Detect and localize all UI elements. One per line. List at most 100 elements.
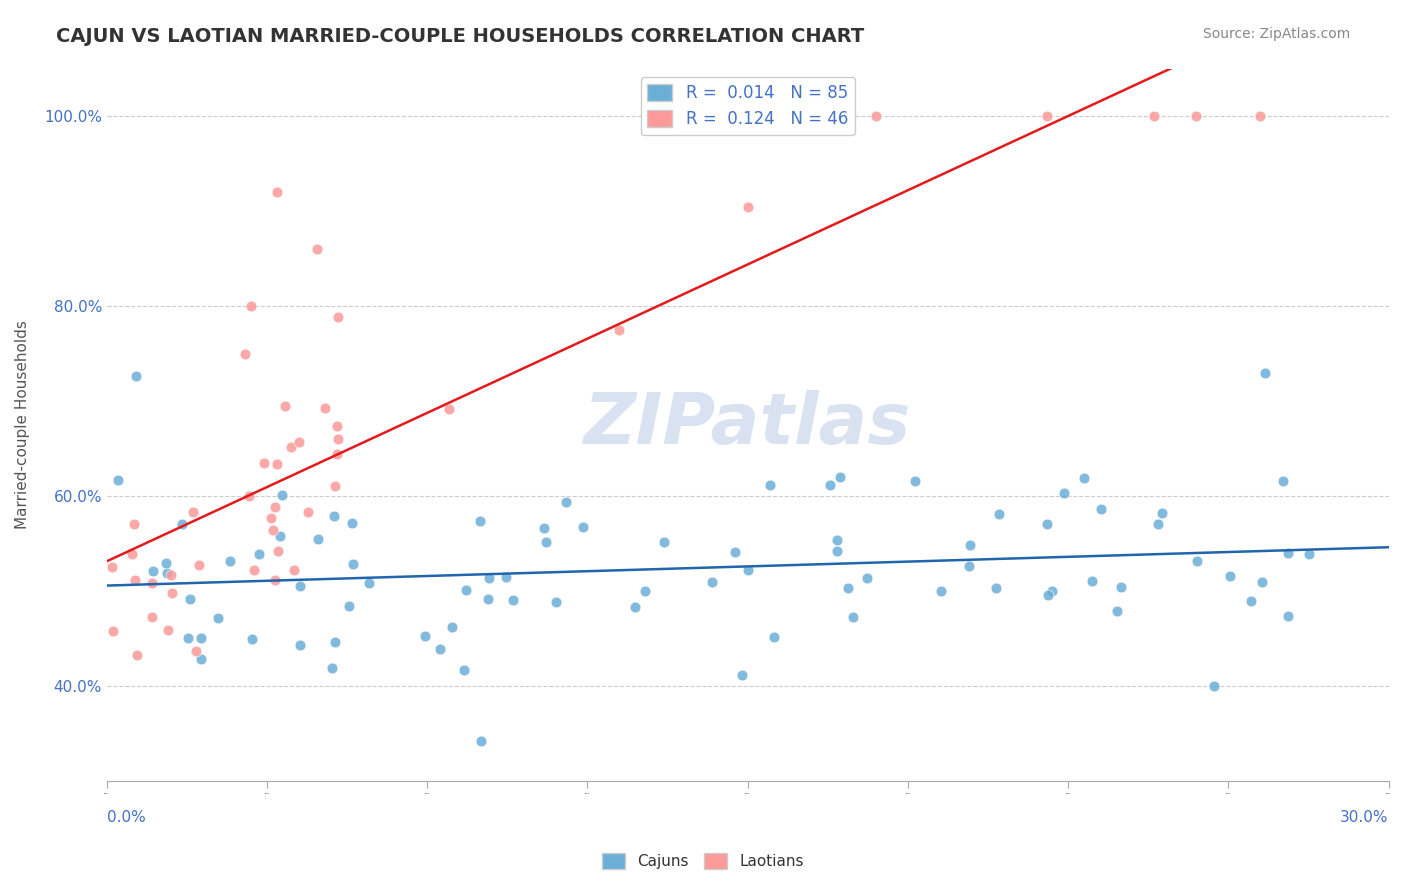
Laotians <box>326 310 349 325</box>
Text: Source: ZipAtlas.com: Source: ZipAtlas.com <box>1202 27 1350 41</box>
Cajuns <box>1040 584 1063 599</box>
Cajuns <box>290 579 312 593</box>
Text: 30.0%: 30.0% <box>1340 810 1389 824</box>
Cajuns <box>830 469 852 483</box>
Laotians <box>297 504 319 518</box>
Laotians <box>103 624 125 639</box>
Laotians <box>609 323 631 337</box>
Cajuns <box>495 570 517 584</box>
Laotians <box>1249 109 1271 123</box>
Cajuns <box>218 554 240 568</box>
Laotians <box>266 185 288 199</box>
Text: CAJUN VS LAOTIAN MARRIED-COUPLE HOUSEHOLDS CORRELATION CHART: CAJUN VS LAOTIAN MARRIED-COUPLE HOUSEHOL… <box>56 27 865 45</box>
Cajuns <box>125 369 148 384</box>
Laotians <box>274 400 297 414</box>
Laotians <box>737 200 759 214</box>
Cajuns <box>1277 608 1299 623</box>
Cajuns <box>190 631 212 645</box>
Cajuns <box>107 473 129 487</box>
Cajuns <box>322 508 344 523</box>
Laotians <box>314 401 336 415</box>
Laotians <box>240 299 263 313</box>
Cajuns <box>1036 588 1059 602</box>
Cajuns <box>1219 569 1241 583</box>
Cajuns <box>988 507 1011 521</box>
Laotians <box>264 500 287 514</box>
Cajuns <box>177 631 200 645</box>
Cajuns <box>763 630 786 644</box>
Cajuns <box>1105 604 1128 618</box>
Cajuns <box>357 576 380 591</box>
Laotians <box>288 434 311 449</box>
Legend: Cajuns, Laotians: Cajuns, Laotians <box>596 847 810 875</box>
Laotians <box>305 242 328 256</box>
Cajuns <box>290 638 312 652</box>
Cajuns <box>1240 593 1263 607</box>
Cajuns <box>1277 546 1299 560</box>
Cajuns <box>929 584 952 599</box>
Cajuns <box>247 547 270 561</box>
Cajuns <box>533 521 555 535</box>
Cajuns <box>179 592 201 607</box>
Laotians <box>323 478 346 492</box>
Cajuns <box>737 563 759 577</box>
Cajuns <box>571 520 593 534</box>
Cajuns <box>825 533 848 547</box>
Laotians <box>865 109 887 123</box>
Laotians <box>233 346 256 360</box>
Cajuns <box>413 630 436 644</box>
Cajuns <box>156 566 179 581</box>
Y-axis label: Married-couple Households: Married-couple Households <box>15 320 30 529</box>
Cajuns <box>554 495 576 509</box>
Cajuns <box>470 514 492 528</box>
Cajuns <box>321 661 343 675</box>
Cajuns <box>453 663 475 677</box>
Cajuns <box>842 610 865 624</box>
Laotians <box>326 446 349 460</box>
Laotians <box>160 585 183 599</box>
Laotians <box>437 402 460 417</box>
Cajuns <box>478 571 501 585</box>
Cajuns <box>502 593 524 607</box>
Cajuns <box>454 583 477 598</box>
Cajuns <box>856 571 879 585</box>
Cajuns <box>818 477 841 491</box>
Cajuns <box>1036 517 1059 532</box>
Cajuns <box>904 474 927 488</box>
Laotians <box>253 456 276 470</box>
Cajuns <box>1073 470 1095 484</box>
Cajuns <box>240 632 263 646</box>
Legend: R =  0.014   N = 85, R =  0.124   N = 46: R = 0.014 N = 85, R = 0.124 N = 46 <box>641 77 855 135</box>
Cajuns <box>837 581 859 595</box>
Cajuns <box>1090 502 1112 516</box>
Cajuns <box>1152 506 1174 520</box>
Cajuns <box>957 558 980 573</box>
Cajuns <box>758 478 780 492</box>
Laotians <box>186 644 208 658</box>
Cajuns <box>170 516 193 531</box>
Laotians <box>181 505 204 519</box>
Laotians <box>141 576 163 591</box>
Cajuns <box>429 641 451 656</box>
Cajuns <box>207 611 229 625</box>
Laotians <box>1142 109 1164 123</box>
Laotians <box>1035 109 1057 123</box>
Cajuns <box>534 535 557 549</box>
Laotians <box>262 523 284 537</box>
Laotians <box>101 560 124 574</box>
Cajuns <box>1251 575 1274 590</box>
Laotians <box>141 610 163 624</box>
Cajuns <box>440 620 463 634</box>
Laotians <box>263 574 285 588</box>
Laotians <box>243 563 266 577</box>
Text: ZIPatlas: ZIPatlas <box>583 391 911 459</box>
Laotians <box>125 648 148 662</box>
Laotians <box>1185 109 1208 123</box>
Cajuns <box>700 575 723 590</box>
Laotians <box>124 516 146 531</box>
Cajuns <box>342 557 364 571</box>
Cajuns <box>1053 485 1076 500</box>
Laotians <box>160 568 183 582</box>
Cajuns <box>1204 679 1226 693</box>
Cajuns <box>624 599 647 614</box>
